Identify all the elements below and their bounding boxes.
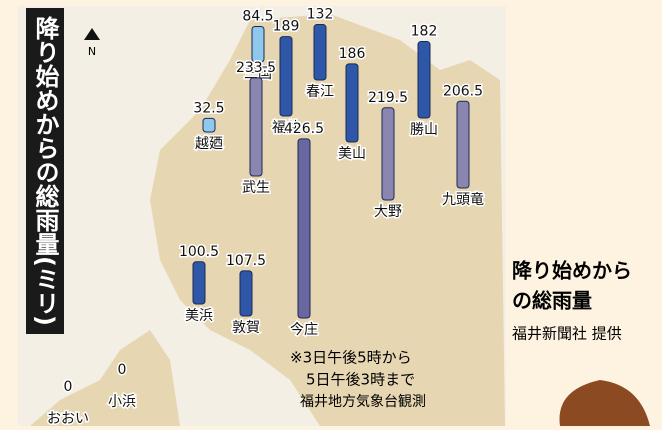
station-name: 大野 xyxy=(374,204,402,220)
value-label: 84.5 xyxy=(242,9,273,25)
rain-bar xyxy=(202,117,216,133)
value-label: 0 xyxy=(64,379,73,395)
station-name: 福井 xyxy=(272,120,300,136)
rain-bar xyxy=(345,63,359,143)
caption-credit: 福井新聞社 提供 xyxy=(512,325,622,343)
note: 5日午後3時まで xyxy=(306,371,415,389)
station-name: 敦賀 xyxy=(232,320,260,336)
rain-bar xyxy=(381,107,395,201)
note: ※3日午後5時から xyxy=(290,349,412,367)
rain-bar xyxy=(417,41,431,119)
rain-bar xyxy=(239,270,253,317)
note: 福井地方気象台観測 xyxy=(300,393,426,410)
value-label: 189 xyxy=(273,19,300,35)
value-label: 132 xyxy=(307,7,334,23)
value-label: 0 xyxy=(118,362,127,378)
station-name: 勝山 xyxy=(410,122,438,138)
rain-bar xyxy=(249,77,263,177)
north-arrow xyxy=(84,28,100,40)
value-label: 186 xyxy=(339,46,366,62)
station-name: 小浜 xyxy=(108,394,136,410)
station-name: 越廼 xyxy=(195,136,223,152)
value-label: 206.5 xyxy=(443,83,483,99)
rain-bar xyxy=(279,36,293,117)
value-label: 219.5 xyxy=(368,90,408,106)
station-name: 美山 xyxy=(338,146,366,162)
rain-bar xyxy=(192,261,206,305)
station-name: 春江 xyxy=(306,84,334,100)
title-strip xyxy=(26,8,64,334)
character-illustration xyxy=(559,380,650,426)
station-name: おおい xyxy=(47,411,89,426)
value-label: 32.5 xyxy=(193,100,224,116)
station-name: 美浜 xyxy=(185,308,213,324)
station-name: 武生 xyxy=(242,180,270,196)
value-label: 107.5 xyxy=(226,253,266,269)
station-name: 九頭竜 xyxy=(442,191,484,208)
rain-bar xyxy=(313,24,327,81)
value-label: 426.5 xyxy=(284,121,324,137)
north-label: N xyxy=(88,45,96,58)
rain-bar xyxy=(297,138,311,319)
caption: の総雨量 xyxy=(512,289,592,313)
rain-bar xyxy=(456,100,470,189)
title: 降り始めからの総雨量(ミリ) xyxy=(31,15,59,326)
value-label: 100.5 xyxy=(179,244,219,260)
caption: 降り始めから xyxy=(512,259,632,283)
station-name: 今庄 xyxy=(290,321,318,338)
value-label: 233.5 xyxy=(236,60,276,76)
rain-bar xyxy=(251,26,265,63)
value-label: 182 xyxy=(411,24,438,40)
